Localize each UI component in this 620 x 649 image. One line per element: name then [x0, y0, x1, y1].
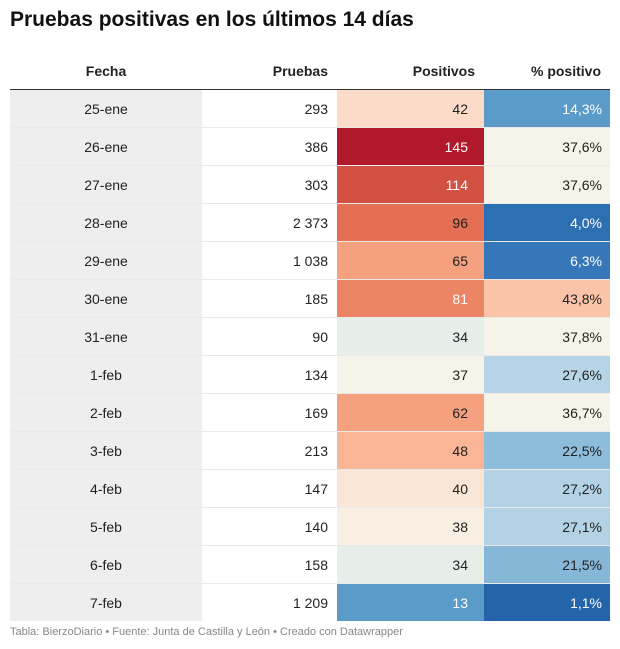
- cell-pruebas: 147: [202, 469, 337, 508]
- cell-positivos: 38: [337, 507, 484, 546]
- cell-pruebas: 185: [202, 279, 337, 318]
- cell-pruebas: 293: [202, 89, 337, 128]
- table-row: 26-ene 386 145 37,6%: [10, 127, 610, 166]
- table-row: 28-ene 2 373 96 4,0%: [10, 203, 610, 242]
- cell-positivos: 81: [337, 279, 484, 318]
- cell-positivos: 96: [337, 203, 484, 242]
- cell-porcentaje-positivo: 43,8%: [484, 279, 610, 318]
- cell-fecha: 6-feb: [10, 545, 202, 584]
- header-row: Fecha Pruebas Positivos % positivo: [10, 52, 610, 90]
- cell-porcentaje-positivo: 36,7%: [484, 393, 610, 432]
- cell-pruebas: 386: [202, 127, 337, 166]
- cell-pruebas: 134: [202, 355, 337, 394]
- table-row: 1-feb 134 37 27,6%: [10, 355, 610, 394]
- cell-porcentaje-positivo: 22,5%: [484, 431, 610, 470]
- cell-fecha: 26-ene: [10, 127, 202, 166]
- cell-positivos: 42: [337, 89, 484, 128]
- cell-pruebas: 213: [202, 431, 337, 470]
- cell-pruebas: 1 038: [202, 241, 337, 280]
- table-row: 29-ene 1 038 65 6,3%: [10, 241, 610, 280]
- table-body: 25-ene 293 42 14,3% 26-ene 386 145 37,6% 27-ene 3…: [10, 89, 610, 621]
- data-table: Fecha Pruebas Positivos % positivo 25-en…: [10, 52, 610, 621]
- cell-porcentaje-positivo: 1,1%: [484, 583, 610, 621]
- cell-fecha: 5-feb: [10, 507, 202, 546]
- cell-positivos: 48: [337, 431, 484, 470]
- footer-credits: Tabla: BierzoDiario • Fuente: Junta de C…: [10, 626, 403, 638]
- cell-fecha: 30-ene: [10, 279, 202, 318]
- column-header-pruebas[interactable]: Pruebas: [202, 52, 337, 90]
- table-row: 3-feb 213 48 22,5%: [10, 431, 610, 470]
- cell-positivos: 37: [337, 355, 484, 394]
- cell-positivos: 13: [337, 583, 484, 621]
- cell-pruebas: 158: [202, 545, 337, 584]
- column-header-fecha[interactable]: Fecha: [10, 52, 202, 90]
- cell-positivos: 65: [337, 241, 484, 280]
- cell-fecha: 31-ene: [10, 317, 202, 356]
- cell-pruebas: 140: [202, 507, 337, 546]
- cell-porcentaje-positivo: 4,0%: [484, 203, 610, 242]
- cell-pruebas: 303: [202, 165, 337, 204]
- cell-fecha: 28-ene: [10, 203, 202, 242]
- cell-porcentaje-positivo: 37,6%: [484, 165, 610, 204]
- cell-positivos: 34: [337, 545, 484, 584]
- cell-fecha: 4-feb: [10, 469, 202, 508]
- cell-pruebas: 1 209: [292, 594, 328, 611]
- cell-fecha: 25-ene: [10, 89, 202, 128]
- cell-porcentaje-positivo: 27,2%: [484, 469, 610, 508]
- table-row: 25-ene 293 42 14,3%: [10, 89, 610, 128]
- cell-fecha: 7-feb: [10, 583, 202, 621]
- cell-fecha: 29-ene: [10, 241, 202, 280]
- cell-pruebas: 90: [202, 317, 337, 356]
- cell-porcentaje-positivo: 21,5%: [484, 545, 610, 584]
- cell-porcentaje-positivo: 27,1%: [484, 507, 610, 546]
- table-row: 2-feb 169 62 36,7%: [10, 393, 610, 432]
- column-header-positivos[interactable]: Positivos: [337, 52, 484, 90]
- cell-porcentaje-positivo: 37,8%: [484, 317, 610, 356]
- table-row: 4-feb 147 40 27,2%: [10, 469, 610, 508]
- cell-fecha: 3-feb: [10, 431, 202, 470]
- table-row: 31-ene 90 34 37,8%: [10, 317, 610, 356]
- table-row: 6-feb 158 34 21,5%: [10, 545, 610, 584]
- cell-positivos: 62: [337, 393, 484, 432]
- table-row: 7-feb 1 209 13 1,1%: [10, 583, 610, 621]
- cell-fecha: 27-ene: [10, 165, 202, 204]
- table-row: 30-ene 185 81 43,8%: [10, 279, 610, 318]
- cell-porcentaje-positivo: 14,3%: [484, 89, 610, 128]
- table-row: 5-feb 140 38 27,1%: [10, 507, 610, 546]
- cell-positivos: 34: [337, 317, 484, 356]
- cell-porcentaje-positivo: 6,3%: [484, 241, 610, 280]
- table-title: Pruebas positivas en los últimos 14 días: [10, 8, 414, 31]
- cell-positivos: 114: [337, 165, 484, 204]
- cell-positivos: 40: [337, 469, 484, 508]
- table-row: 27-ene 303 114 37,6%: [10, 165, 610, 204]
- cell-fecha: 1-feb: [10, 355, 202, 394]
- cell-pruebas: 2 373: [202, 203, 337, 242]
- column-header-porcentaje-positivo[interactable]: % positivo: [484, 52, 610, 90]
- cell-positivos: 145: [337, 127, 484, 166]
- cell-porcentaje-positivo: 27,6%: [484, 355, 610, 394]
- cell-fecha: 2-feb: [10, 393, 202, 432]
- cell-porcentaje-positivo: 37,6%: [484, 127, 610, 166]
- cell-pruebas: 169: [202, 393, 337, 432]
